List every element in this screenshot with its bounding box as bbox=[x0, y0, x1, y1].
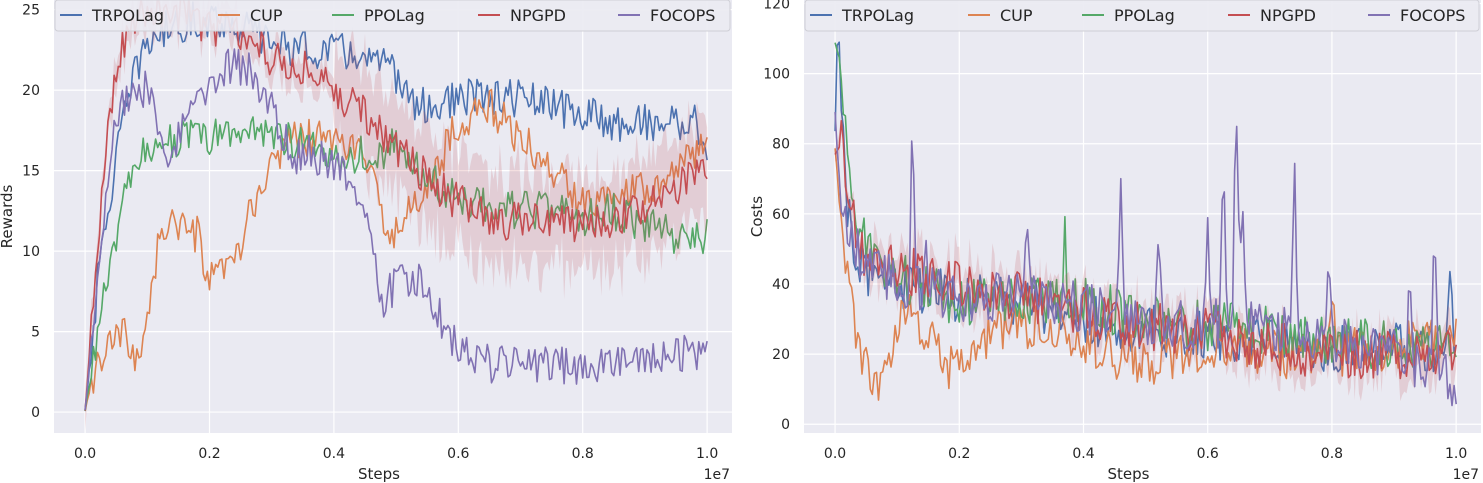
y-axis-label: Rewards bbox=[0, 184, 16, 248]
costs-chart-panel: 0.0 0.2 0.4 0.6 0.8 1.0 0 20 40 60 80 100 120 Steps Co… bbox=[748, 0, 1481, 483]
series-group bbox=[84, 0, 708, 431]
x-tick-label: 1.0 bbox=[1445, 446, 1467, 462]
series-line-ppolag bbox=[834, 42, 1457, 370]
legend-label-trpolag: TRPOLag bbox=[841, 6, 914, 25]
y-tick-label: 120 bbox=[763, 0, 790, 13]
x-tick-label: 0.2 bbox=[198, 446, 220, 462]
series-line-focops bbox=[84, 48, 708, 410]
x-tick-label: 0.0 bbox=[824, 446, 846, 462]
x-tick-label: 0.4 bbox=[1072, 446, 1094, 462]
x-tick-label: 0.4 bbox=[323, 446, 345, 462]
legend-label-focops: FOCOPS bbox=[650, 6, 715, 25]
x-axis-label: Steps bbox=[1108, 465, 1150, 483]
npgpd-confidence-band bbox=[85, 0, 708, 431]
x-axis-multiplier: 1e7 bbox=[1453, 467, 1479, 483]
series-group bbox=[834, 41, 1457, 407]
x-tick-label: 0.8 bbox=[1321, 446, 1343, 462]
y-tick-label: 0 bbox=[31, 405, 40, 421]
npgpd-confidence-band bbox=[835, 108, 1457, 402]
legend: TRPOLag CUP PPOLag NPGPD FOCOPS bbox=[804, 0, 1480, 32]
series-line-npgpd bbox=[84, 0, 708, 411]
y-tick-label: 15 bbox=[22, 164, 40, 180]
x-axis-multiplier: 1e7 bbox=[704, 467, 730, 483]
y-tick-label: 100 bbox=[763, 67, 790, 83]
x-axis-label: Steps bbox=[358, 465, 400, 483]
rewards-chart-panel: 0.0 0.2 0.4 0.6 0.8 1.0 0 5 10 15 20 25 Steps Rewards… bbox=[0, 0, 732, 483]
y-tick-label: 20 bbox=[22, 83, 40, 99]
series-line-cup bbox=[84, 88, 708, 411]
legend-label-npgpd: NPGPD bbox=[1260, 6, 1316, 25]
legend-label-trpolag: TRPOLag bbox=[91, 6, 164, 25]
x-tick-label: 1.0 bbox=[696, 446, 718, 462]
x-tick-label: 0.8 bbox=[572, 446, 594, 462]
legend-label-cup: CUP bbox=[1000, 6, 1033, 25]
y-tick-label: 5 bbox=[31, 325, 40, 341]
y-tick-label: 0 bbox=[781, 417, 790, 433]
legend-label-ppolag: PPOLag bbox=[364, 6, 425, 25]
x-tick-label: 0.0 bbox=[74, 446, 96, 462]
y-tick-label: 40 bbox=[772, 277, 790, 293]
legend-label-npgpd: NPGPD bbox=[510, 6, 566, 25]
y-tick-label: 25 bbox=[22, 3, 40, 19]
y-axis-label: Costs bbox=[748, 196, 766, 237]
legend-box bbox=[804, 0, 1480, 32]
x-tick-label: 0.6 bbox=[447, 446, 469, 462]
y-tick-label: 10 bbox=[22, 244, 40, 260]
y-tick-label: 80 bbox=[772, 137, 790, 153]
series-line-ppolag bbox=[84, 116, 708, 411]
legend-label-cup: CUP bbox=[250, 6, 283, 25]
legend: TRPOLag CUP PPOLag NPGPD FOCOPS bbox=[54, 0, 731, 32]
y-tick-label: 20 bbox=[772, 347, 790, 363]
legend-label-ppolag: PPOLag bbox=[1114, 6, 1175, 25]
x-tick-label: 0.6 bbox=[1197, 446, 1219, 462]
legend-label-focops: FOCOPS bbox=[1400, 6, 1465, 25]
y-tick-label: 60 bbox=[772, 207, 790, 223]
legend-box bbox=[54, 0, 731, 32]
series-line-focops bbox=[834, 112, 1457, 407]
x-tick-label: 0.2 bbox=[948, 446, 970, 462]
